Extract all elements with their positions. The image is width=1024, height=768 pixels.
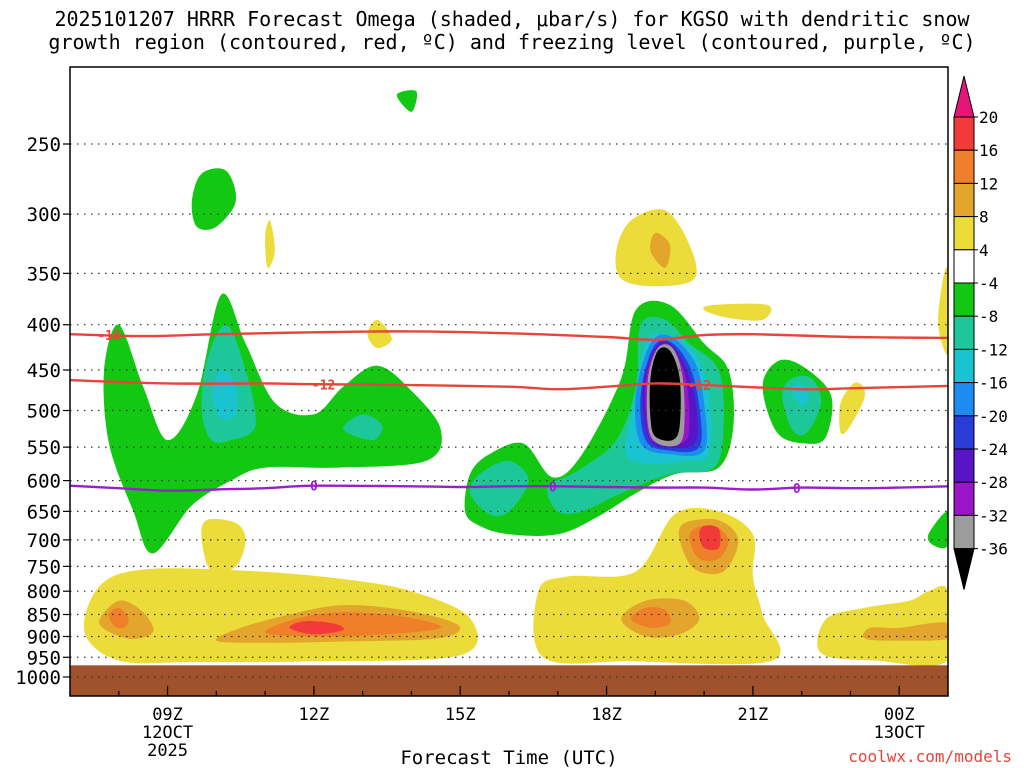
y-tick-label-750: 750 xyxy=(27,556,61,578)
x-tick-year-0: 2025 xyxy=(147,741,188,761)
omega-region-22 xyxy=(103,293,442,554)
y-tick-label-550: 550 xyxy=(27,437,61,459)
omega-region-3 xyxy=(201,518,246,574)
colorbar-label-0: 20 xyxy=(979,108,998,127)
colorbar-label-6: -8 xyxy=(979,307,998,326)
colorbar-label-1: 16 xyxy=(979,141,998,160)
y-axis: 2503003504004505005506006507007508008509… xyxy=(15,134,70,689)
colorbar-bin-2 xyxy=(953,182,975,218)
colorbar: 20 16 12 8 4 -4 -8 -12 -16 -20 -24 -28 -32 -36 xyxy=(953,75,1008,590)
colorbar-label-2: 12 xyxy=(979,174,998,193)
y-tick-label-500: 500 xyxy=(27,401,61,423)
omega-region-18 xyxy=(630,607,671,629)
y-tick-label-800: 800 xyxy=(27,581,61,603)
omega-region-15 xyxy=(650,232,671,268)
colorbar-bin-1 xyxy=(953,149,975,184)
colorbar-label-4: 4 xyxy=(979,241,989,260)
colorbar-bin-6 xyxy=(953,315,975,350)
x-tick-label-5: 00Z xyxy=(884,705,915,725)
y-tick-label-650: 650 xyxy=(27,501,61,523)
chart-title-line2: growth region (contoured, red, ºC) and f… xyxy=(48,30,976,54)
contour-line-2 xyxy=(70,484,948,492)
omega-region-41 xyxy=(649,347,681,441)
colorbar-label-11: -28 xyxy=(979,473,1008,492)
contour-label-1-0: -12 xyxy=(312,378,335,393)
contour-label-1-1: -12 xyxy=(687,379,710,394)
y-tick-label-250: 250 xyxy=(27,134,61,156)
y-tick-label-400: 400 xyxy=(27,315,61,337)
omega-region-5 xyxy=(839,382,866,435)
contour-line-1 xyxy=(70,378,948,391)
x-tick-label-4: 21Z xyxy=(738,705,769,725)
colorbar-label-5: -4 xyxy=(979,274,998,293)
colorbar-bin-8 xyxy=(953,382,975,417)
colorbar-bin-bottom xyxy=(953,548,975,590)
omega-region-14 xyxy=(862,622,948,641)
contour-label-2-1: 0 xyxy=(549,480,557,495)
omega-region-26 xyxy=(191,168,237,230)
y-tick-label-300: 300 xyxy=(27,204,61,226)
y-tick-label-600: 600 xyxy=(27,471,61,493)
omega-region-9 xyxy=(265,220,275,269)
colorbar-label-9: -20 xyxy=(979,407,1008,426)
temperature-contours: -18 -12 -12 0 0 0 xyxy=(70,329,948,497)
y-tick-label-950: 950 xyxy=(27,647,61,669)
contour-label-2-2: 0 xyxy=(793,482,801,497)
x-tick-label-0: 09Z xyxy=(152,705,183,725)
colorbar-bin-9 xyxy=(953,415,975,450)
x-tick-sublabel-5: 13OCT xyxy=(874,723,925,743)
x-tick-label-2: 15Z xyxy=(445,705,476,725)
colorbar-label-12: -32 xyxy=(979,506,1008,525)
omega-region-20 xyxy=(289,621,345,635)
omega-region-7 xyxy=(367,319,392,349)
colorbar-bin-top xyxy=(953,75,975,118)
y-tick-label-850: 850 xyxy=(27,605,61,627)
credit-text: coolwx.com/models xyxy=(848,747,1012,766)
x-tick-label-1: 12Z xyxy=(299,705,330,725)
omega-region-16 xyxy=(108,607,129,629)
ground-layer xyxy=(70,665,948,696)
x-tick-sublabel-0: 12OCT xyxy=(142,723,193,743)
colorbar-bin-4 xyxy=(953,249,975,284)
colorbar-label-7: -12 xyxy=(979,340,1008,359)
ground-rect xyxy=(70,665,948,696)
colorbar-bin-12 xyxy=(953,514,975,550)
y-tick-label-350: 350 xyxy=(27,263,61,285)
y-tick-label-1000: 1000 xyxy=(15,667,61,689)
colorbar-bin-7 xyxy=(953,348,975,384)
omega-region-31 xyxy=(343,414,383,441)
y-tick-label-700: 700 xyxy=(27,530,61,552)
y-tick-label-900: 900 xyxy=(27,626,61,648)
contour-label-2-0: 0 xyxy=(310,480,318,495)
omega-region-21 xyxy=(699,525,721,551)
colorbar-bin-10 xyxy=(953,448,975,483)
omega-region-6 xyxy=(938,267,948,355)
x-axis-label: Forecast Time (UTC) xyxy=(400,747,617,768)
colorbar-bin-3 xyxy=(953,216,975,251)
omega-region-8 xyxy=(703,303,772,321)
omega-shading xyxy=(83,90,948,666)
omega-region-29 xyxy=(469,460,529,517)
contour-line-0 xyxy=(70,330,948,342)
omega-region-27 xyxy=(396,90,418,112)
colorbar-label-10: -24 xyxy=(979,440,1008,459)
colorbar-label-8: -16 xyxy=(979,374,1008,393)
colorbar-bin-0 xyxy=(953,116,975,151)
x-tick-label-3: 18Z xyxy=(591,705,622,725)
omega-region-25 xyxy=(927,511,948,549)
omega-region-1 xyxy=(533,507,781,665)
contour-label-0-0: -18 xyxy=(97,329,121,344)
colorbar-bin-11 xyxy=(953,481,975,516)
y-tick-label-450: 450 xyxy=(27,360,61,382)
colorbar-label-13: -36 xyxy=(979,540,1008,559)
omega-region-2 xyxy=(817,585,948,666)
colorbar-label-3: 8 xyxy=(979,208,989,227)
colorbar-bin-5 xyxy=(953,282,975,317)
chart-title-line1: 2025101207 HRRR Forecast Omega (shaded, … xyxy=(54,7,970,31)
